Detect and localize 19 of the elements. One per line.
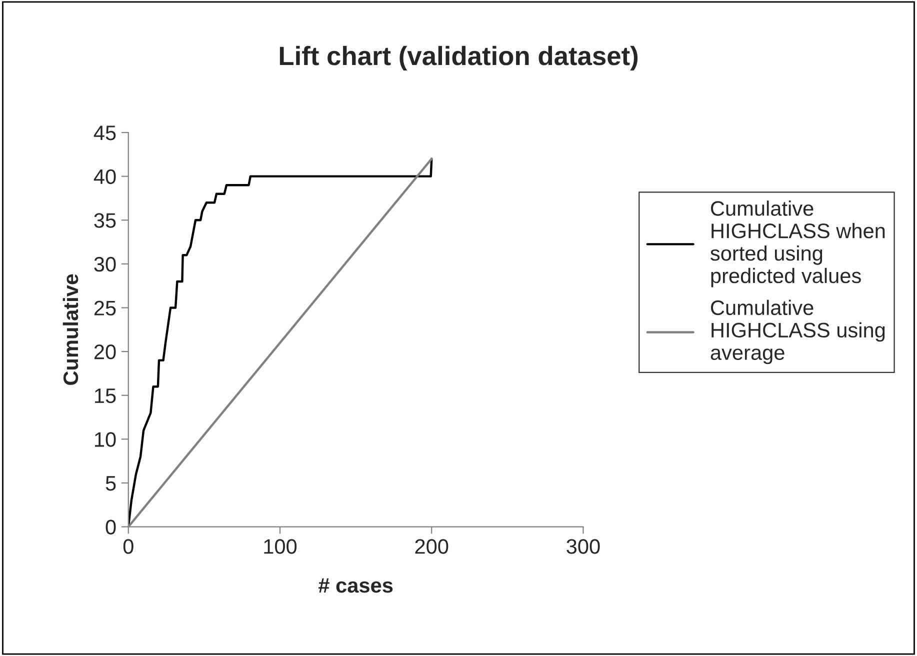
x-tick-label: 0 — [123, 539, 134, 554]
x-tick-label: 100 — [264, 539, 297, 554]
y-tick-label: 20 — [94, 344, 116, 360]
y-tick-label: 5 — [106, 476, 116, 491]
x-tick-label: 200 — [415, 539, 448, 554]
y-axis-title: Cumulative — [62, 274, 78, 385]
chart-title: Lift chart (validation dataset) — [280, 46, 638, 71]
y-tick-label: 25 — [94, 300, 116, 316]
y-tick-label: 15 — [94, 388, 116, 404]
y-tick-label: 10 — [94, 432, 116, 447]
x-axis-title: # cases — [318, 578, 393, 593]
y-tick-label: 0 — [106, 520, 116, 535]
y-tick-label: 40 — [94, 169, 116, 184]
x-tick-label: 300 — [566, 539, 600, 554]
legend-label: Cumulative HIGHCLASS when sorted using predicted values — [710, 200, 885, 288]
y-tick-label: 30 — [94, 256, 116, 272]
y-tick-label: 35 — [94, 213, 116, 228]
legend-label: Cumulative HIGHCLASS using average — [710, 300, 885, 364]
y-tick-label: 45 — [94, 126, 116, 140]
